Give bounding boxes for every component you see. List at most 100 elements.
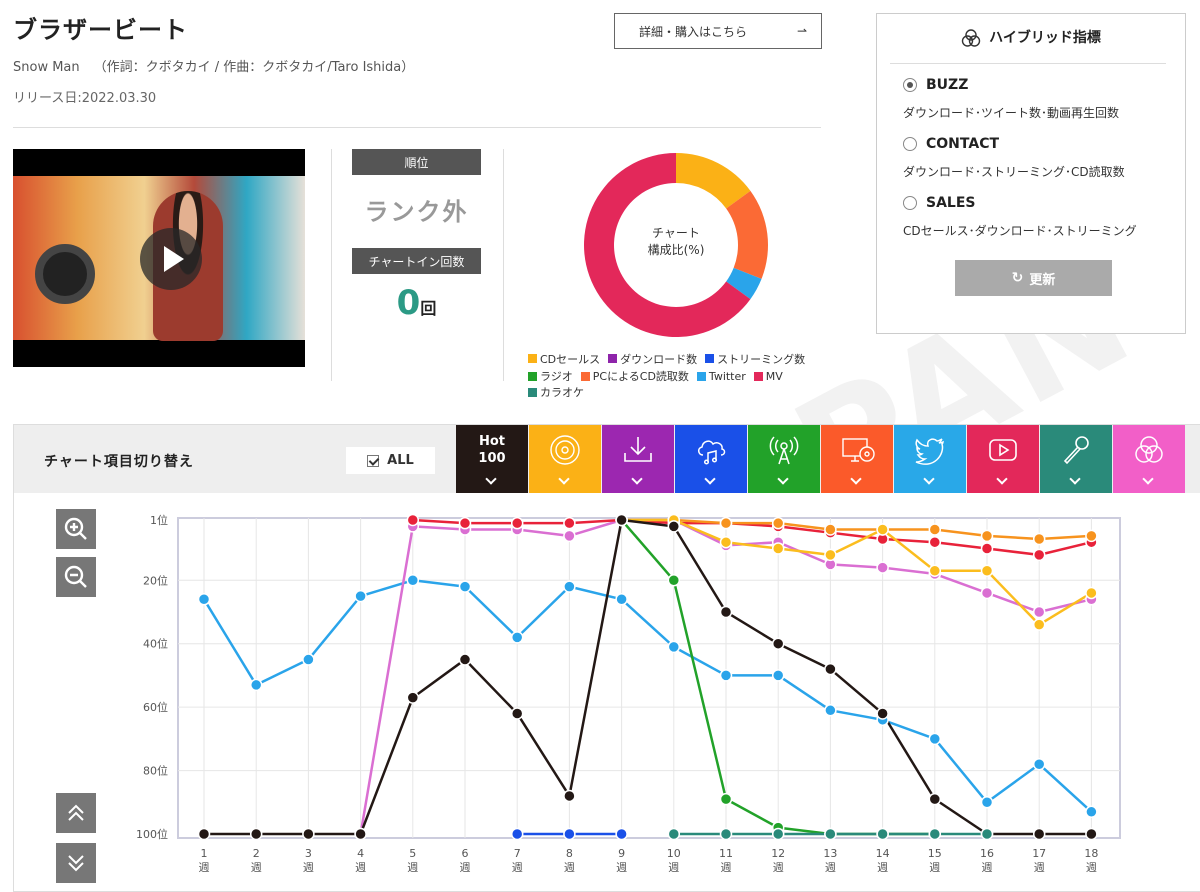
- data-point[interactable]: [928, 535, 942, 549]
- zoom-out-button[interactable]: [56, 557, 96, 597]
- data-point[interactable]: [406, 574, 420, 587]
- data-point[interactable]: [876, 707, 889, 720]
- data-point[interactable]: [771, 669, 785, 682]
- data-point[interactable]: [615, 593, 628, 606]
- tab-streaming[interactable]: [675, 425, 747, 493]
- data-point[interactable]: [563, 529, 576, 543]
- data-point[interactable]: [1085, 827, 1098, 841]
- data-point[interactable]: [563, 827, 576, 841]
- data-point[interactable]: [354, 827, 367, 841]
- all-checkbox[interactable]: [367, 454, 380, 467]
- tab-radio[interactable]: [748, 425, 820, 493]
- data-point[interactable]: [928, 827, 942, 841]
- radio-contact[interactable]: [903, 137, 917, 151]
- data-point[interactable]: [302, 653, 315, 666]
- data-point[interactable]: [771, 637, 785, 650]
- data-point[interactable]: [510, 631, 524, 644]
- data-point[interactable]: [458, 516, 472, 530]
- data-point[interactable]: [980, 529, 994, 543]
- video-player[interactable]: [13, 149, 305, 367]
- tab-hybrid[interactable]: [1113, 425, 1185, 493]
- legend-label: CDセールス: [540, 352, 601, 366]
- data-point[interactable]: [406, 513, 420, 527]
- data-point[interactable]: [980, 796, 994, 809]
- detail-purchase-button[interactable]: 詳細・購入はこちら ⇀: [614, 13, 822, 49]
- data-point[interactable]: [824, 704, 837, 717]
- data-point[interactable]: [615, 827, 628, 841]
- tab-mv[interactable]: [967, 425, 1039, 493]
- data-point[interactable]: [1085, 805, 1098, 819]
- data-point[interactable]: [980, 542, 994, 555]
- tab-pc-cd-read[interactable]: [821, 425, 893, 493]
- scroll-top-button[interactable]: [56, 793, 96, 833]
- data-point[interactable]: [510, 516, 524, 530]
- data-point[interactable]: [1032, 827, 1046, 841]
- data-point[interactable]: [719, 535, 733, 549]
- tab-cd-sales[interactable]: [529, 425, 601, 493]
- data-point[interactable]: [980, 564, 994, 577]
- data-point[interactable]: [1032, 605, 1046, 619]
- data-point[interactable]: [667, 827, 681, 841]
- tab-twitter[interactable]: [894, 425, 966, 493]
- data-point[interactable]: [667, 640, 681, 654]
- data-point[interactable]: [249, 827, 263, 841]
- data-point[interactable]: [458, 580, 472, 593]
- data-point[interactable]: [615, 513, 628, 527]
- data-point[interactable]: [563, 580, 576, 593]
- data-point[interactable]: [719, 792, 733, 806]
- data-point[interactable]: [1085, 529, 1098, 543]
- data-point[interactable]: [876, 827, 889, 841]
- data-point[interactable]: [1032, 757, 1046, 771]
- data-point[interactable]: [719, 669, 733, 682]
- data-point[interactable]: [980, 586, 994, 600]
- scroll-bottom-button[interactable]: [56, 843, 96, 883]
- data-point[interactable]: [563, 516, 576, 530]
- data-point[interactable]: [719, 827, 733, 841]
- data-point[interactable]: [928, 732, 942, 746]
- data-point[interactable]: [354, 589, 367, 603]
- data-point[interactable]: [197, 593, 211, 606]
- data-point[interactable]: [563, 789, 576, 803]
- tab-download[interactable]: [602, 425, 674, 493]
- data-point[interactable]: [249, 678, 263, 692]
- refresh-button[interactable]: ↻ 更新: [955, 260, 1112, 296]
- data-point[interactable]: [876, 561, 889, 574]
- data-point[interactable]: [1032, 532, 1046, 546]
- data-point[interactable]: [824, 548, 837, 562]
- data-point[interactable]: [667, 520, 681, 533]
- radio-buzz[interactable]: [903, 78, 917, 92]
- data-point[interactable]: [302, 827, 315, 841]
- radio-sales[interactable]: [903, 196, 917, 210]
- data-point[interactable]: [771, 516, 785, 530]
- data-point[interactable]: [928, 564, 942, 577]
- zoom-in-button[interactable]: [56, 509, 96, 549]
- data-point[interactable]: [719, 516, 733, 530]
- data-point[interactable]: [197, 827, 211, 841]
- data-point[interactable]: [510, 827, 524, 841]
- all-toggle[interactable]: ALL: [346, 447, 435, 474]
- data-point[interactable]: [1032, 548, 1046, 562]
- data-point[interactable]: [510, 707, 524, 720]
- data-point[interactable]: [824, 523, 837, 536]
- option-contact[interactable]: CONTACT: [903, 136, 999, 152]
- data-point[interactable]: [406, 691, 420, 704]
- data-point[interactable]: [928, 792, 942, 806]
- data-point[interactable]: [771, 827, 785, 841]
- data-point[interactable]: [876, 523, 889, 536]
- tab-karaoke[interactable]: [1040, 425, 1112, 493]
- data-point[interactable]: [824, 827, 837, 841]
- tab-hot100[interactable]: Hot 100: [456, 425, 528, 493]
- option-buzz[interactable]: BUZZ: [903, 77, 968, 93]
- data-point[interactable]: [980, 827, 994, 841]
- data-point[interactable]: [824, 662, 837, 676]
- data-point[interactable]: [458, 653, 472, 666]
- data-point[interactable]: [1085, 586, 1098, 600]
- option-sales[interactable]: SALES: [903, 195, 976, 211]
- play-icon[interactable]: [140, 228, 202, 290]
- data-point[interactable]: [667, 574, 681, 587]
- artist-name[interactable]: Snow Man: [13, 60, 80, 75]
- data-point[interactable]: [771, 542, 785, 555]
- data-point[interactable]: [928, 523, 942, 536]
- data-point[interactable]: [1032, 618, 1046, 631]
- data-point[interactable]: [719, 605, 733, 619]
